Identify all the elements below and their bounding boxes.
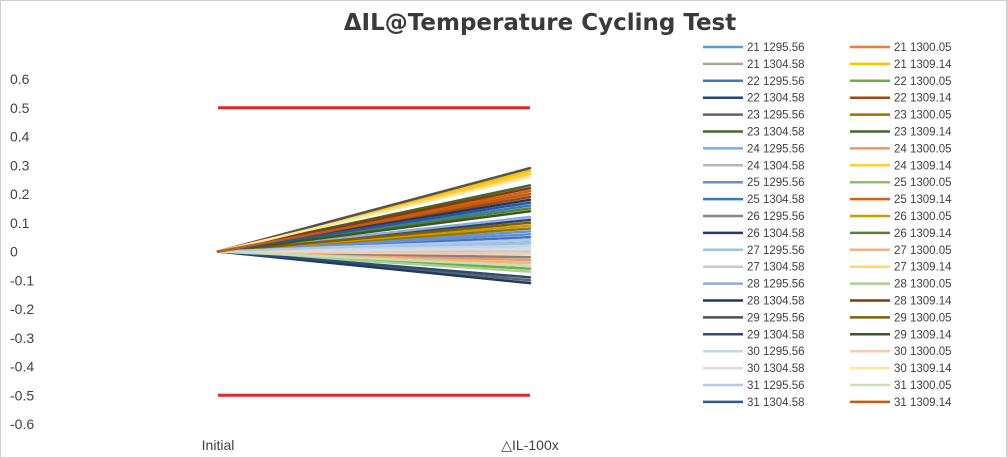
legend-label: 27 1295.56 — [747, 245, 805, 257]
legend-label: 24 1309.14 — [894, 160, 952, 172]
y-tick-label: -0.2 — [10, 301, 34, 317]
legend-label: 31 1300.05 — [894, 380, 952, 392]
series-line — [216, 201, 532, 253]
x-tick-label: △IL-100x — [501, 437, 558, 453]
legend-label: 28 1304.58 — [747, 296, 805, 308]
series-line — [216, 175, 532, 253]
y-tick-label: -0.4 — [10, 359, 34, 375]
legend-label: 26 1309.14 — [894, 228, 952, 240]
series-lines — [216, 166, 532, 285]
legend-label: 22 1304.58 — [747, 93, 805, 105]
y-tick-label: 0.6 — [10, 71, 30, 87]
y-tick-label: 0.5 — [10, 100, 30, 116]
legend-label: 27 1304.58 — [747, 262, 805, 274]
legend: 21 1295.56 21 1300.05 21 1304.58 21 1309.14… — [703, 42, 952, 409]
series-line — [216, 166, 532, 253]
legend-label: 22 1309.14 — [894, 93, 952, 105]
legend-label: 30 1300.05 — [894, 346, 952, 358]
y-tick-label: 0.2 — [10, 186, 30, 202]
legend-label: 25 1304.58 — [747, 194, 805, 206]
x-axis-ticks: Initial △IL-100x — [202, 437, 559, 453]
legend-label: 28 1309.14 — [894, 296, 952, 308]
legend-label: 29 1300.05 — [894, 312, 952, 324]
series-line — [216, 221, 532, 253]
y-tick-label: 0.1 — [10, 215, 30, 231]
series-line — [216, 250, 532, 268]
legend-label: 23 1309.14 — [894, 127, 952, 139]
legend-label: 30 1295.56 — [747, 346, 805, 358]
y-tick-label: -0.6 — [10, 416, 34, 432]
legend-label: 26 1295.56 — [747, 211, 805, 223]
series-line — [216, 210, 532, 253]
legend-label: 27 1300.05 — [894, 245, 952, 257]
legend-label: 29 1304.58 — [747, 329, 805, 341]
legend-label: 24 1295.56 — [747, 143, 805, 155]
legend-label: 21 1295.56 — [747, 42, 805, 54]
legend-label: 31 1304.58 — [747, 397, 805, 409]
legend-label: 31 1295.56 — [747, 380, 805, 392]
legend-label: 26 1300.05 — [894, 211, 952, 223]
y-tick-label: 0.3 — [10, 157, 30, 173]
legend-label: 29 1309.14 — [894, 329, 952, 341]
legend-label: 21 1309.14 — [894, 59, 952, 71]
legend-label: 28 1300.05 — [894, 279, 952, 291]
legend-label: 27 1309.14 — [894, 262, 952, 274]
y-tick-label: -0.5 — [10, 387, 34, 403]
legend-label: 29 1295.56 — [747, 312, 805, 324]
legend-label: 24 1304.58 — [747, 160, 805, 172]
y-tick-label: -0.1 — [10, 272, 34, 288]
legend-label: 22 1295.56 — [747, 76, 805, 88]
legend-label: 22 1300.05 — [894, 76, 952, 88]
legend-label: 30 1309.14 — [894, 363, 952, 375]
x-tick-label: Initial — [202, 437, 235, 453]
y-axis-ticks: 0.6 0.5 0.4 0.3 0.2 0.1 0 -0.1 -0.2 -0.3 -0.4 -0.5 -… — [10, 71, 34, 432]
series-line — [216, 192, 532, 253]
legend-label: 23 1304.58 — [747, 127, 805, 139]
series-line — [216, 247, 532, 253]
y-tick-label: 0.4 — [10, 129, 30, 145]
legend-label: 28 1295.56 — [747, 279, 805, 291]
legend-label: 25 1300.05 — [894, 177, 952, 189]
legend-label: 23 1300.05 — [894, 110, 952, 122]
y-tick-label: 0 — [10, 244, 18, 260]
limit-lines — [218, 106, 530, 397]
legend-label: 31 1309.14 — [894, 397, 952, 409]
legend-label: 21 1300.05 — [894, 42, 952, 54]
legend-label: 21 1304.58 — [747, 59, 805, 71]
series-line — [216, 238, 532, 253]
legend-label: 25 1295.56 — [747, 177, 805, 189]
legend-label: 26 1304.58 — [747, 228, 805, 240]
legend-label: 30 1304.58 — [747, 363, 805, 375]
legend-label: 24 1300.05 — [894, 143, 952, 155]
y-tick-label: -0.3 — [10, 330, 34, 346]
series-line — [216, 250, 532, 279]
legend-label: 25 1309.14 — [894, 194, 952, 206]
legend-label: 23 1295.56 — [747, 110, 805, 122]
chart-title: ΔIL@Temperature Cycling Test — [343, 10, 737, 36]
